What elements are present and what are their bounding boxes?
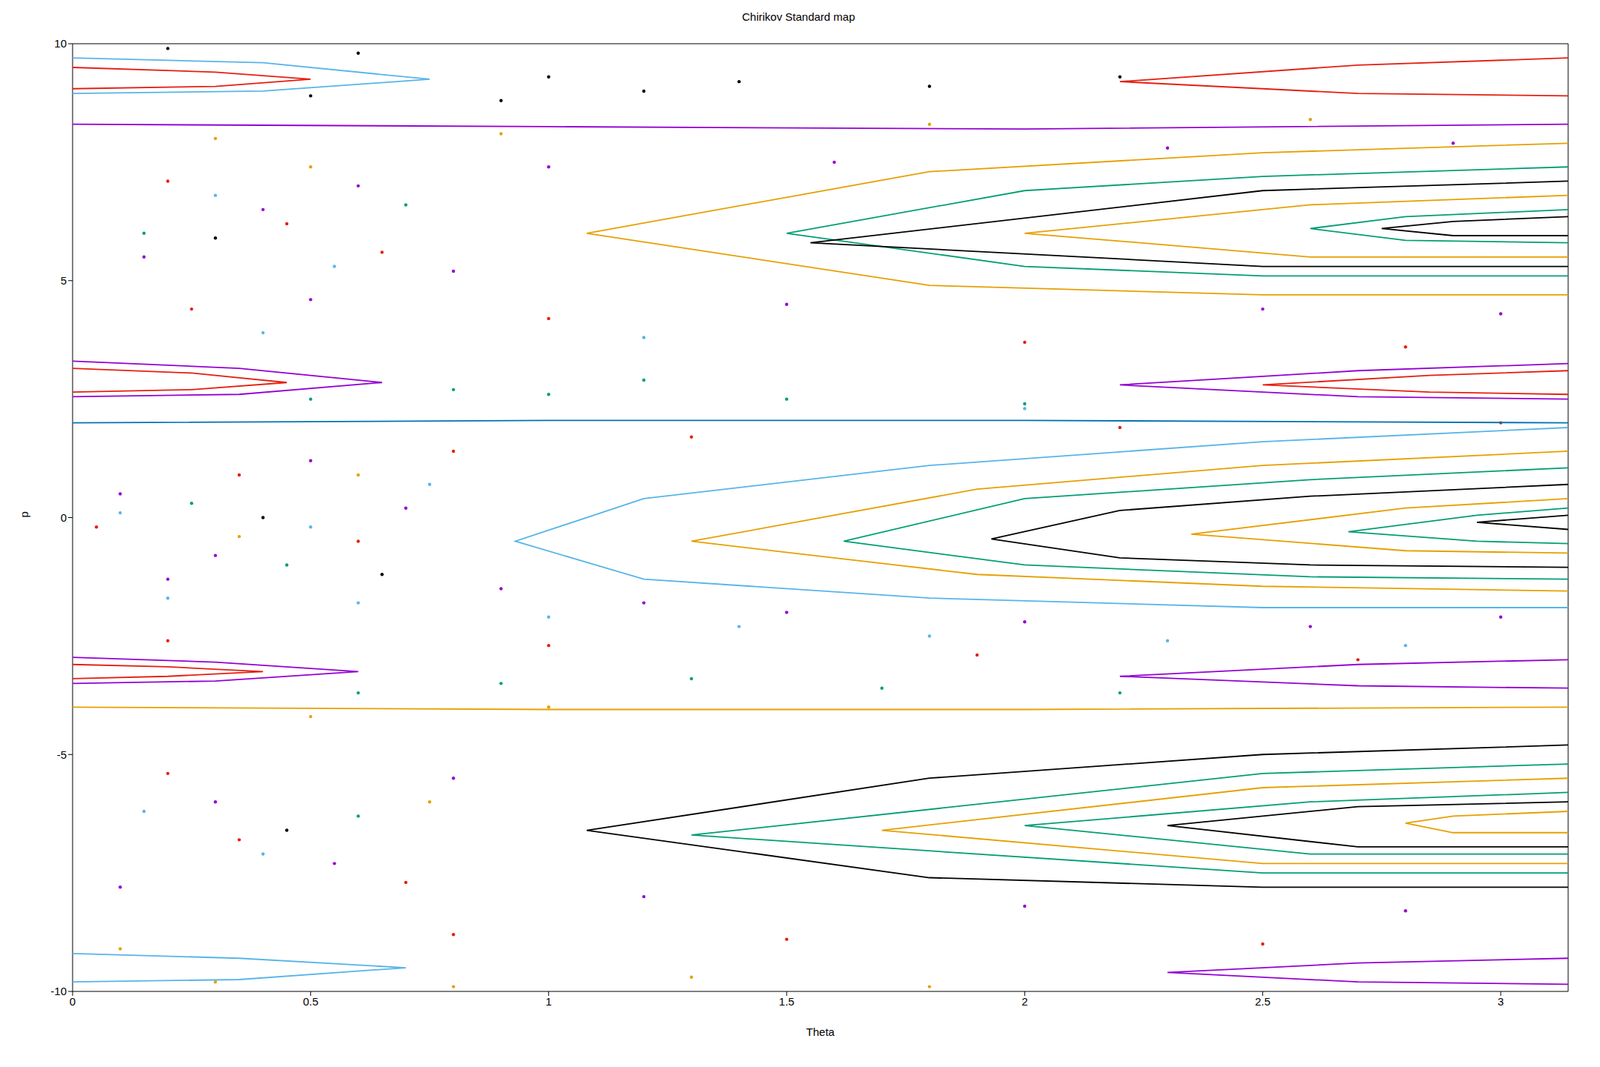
svg-text:2: 2 xyxy=(1021,994,1028,1008)
html-text:Chirikov Standard map: Chirikov Standard map xyxy=(742,10,856,23)
svg-text:2.5: 2.5 xyxy=(1254,994,1271,1008)
svg-text:5: 5 xyxy=(60,274,67,287)
svg-text:0: 0 xyxy=(69,994,76,1008)
svg-text:-5: -5 xyxy=(57,748,67,761)
svg-text:1.5: 1.5 xyxy=(779,994,795,1008)
svg-text:p: p xyxy=(17,511,31,518)
svg-text:0.5: 0.5 xyxy=(302,994,319,1008)
svg-text:0: 0 xyxy=(60,511,67,524)
svg-text:Theta: Theta xyxy=(805,1025,835,1038)
svg-text:-10: -10 xyxy=(50,984,67,998)
svg-text:3: 3 xyxy=(1497,994,1504,1008)
svg-text:1: 1 xyxy=(545,994,552,1008)
svg-text:10: 10 xyxy=(54,37,67,50)
